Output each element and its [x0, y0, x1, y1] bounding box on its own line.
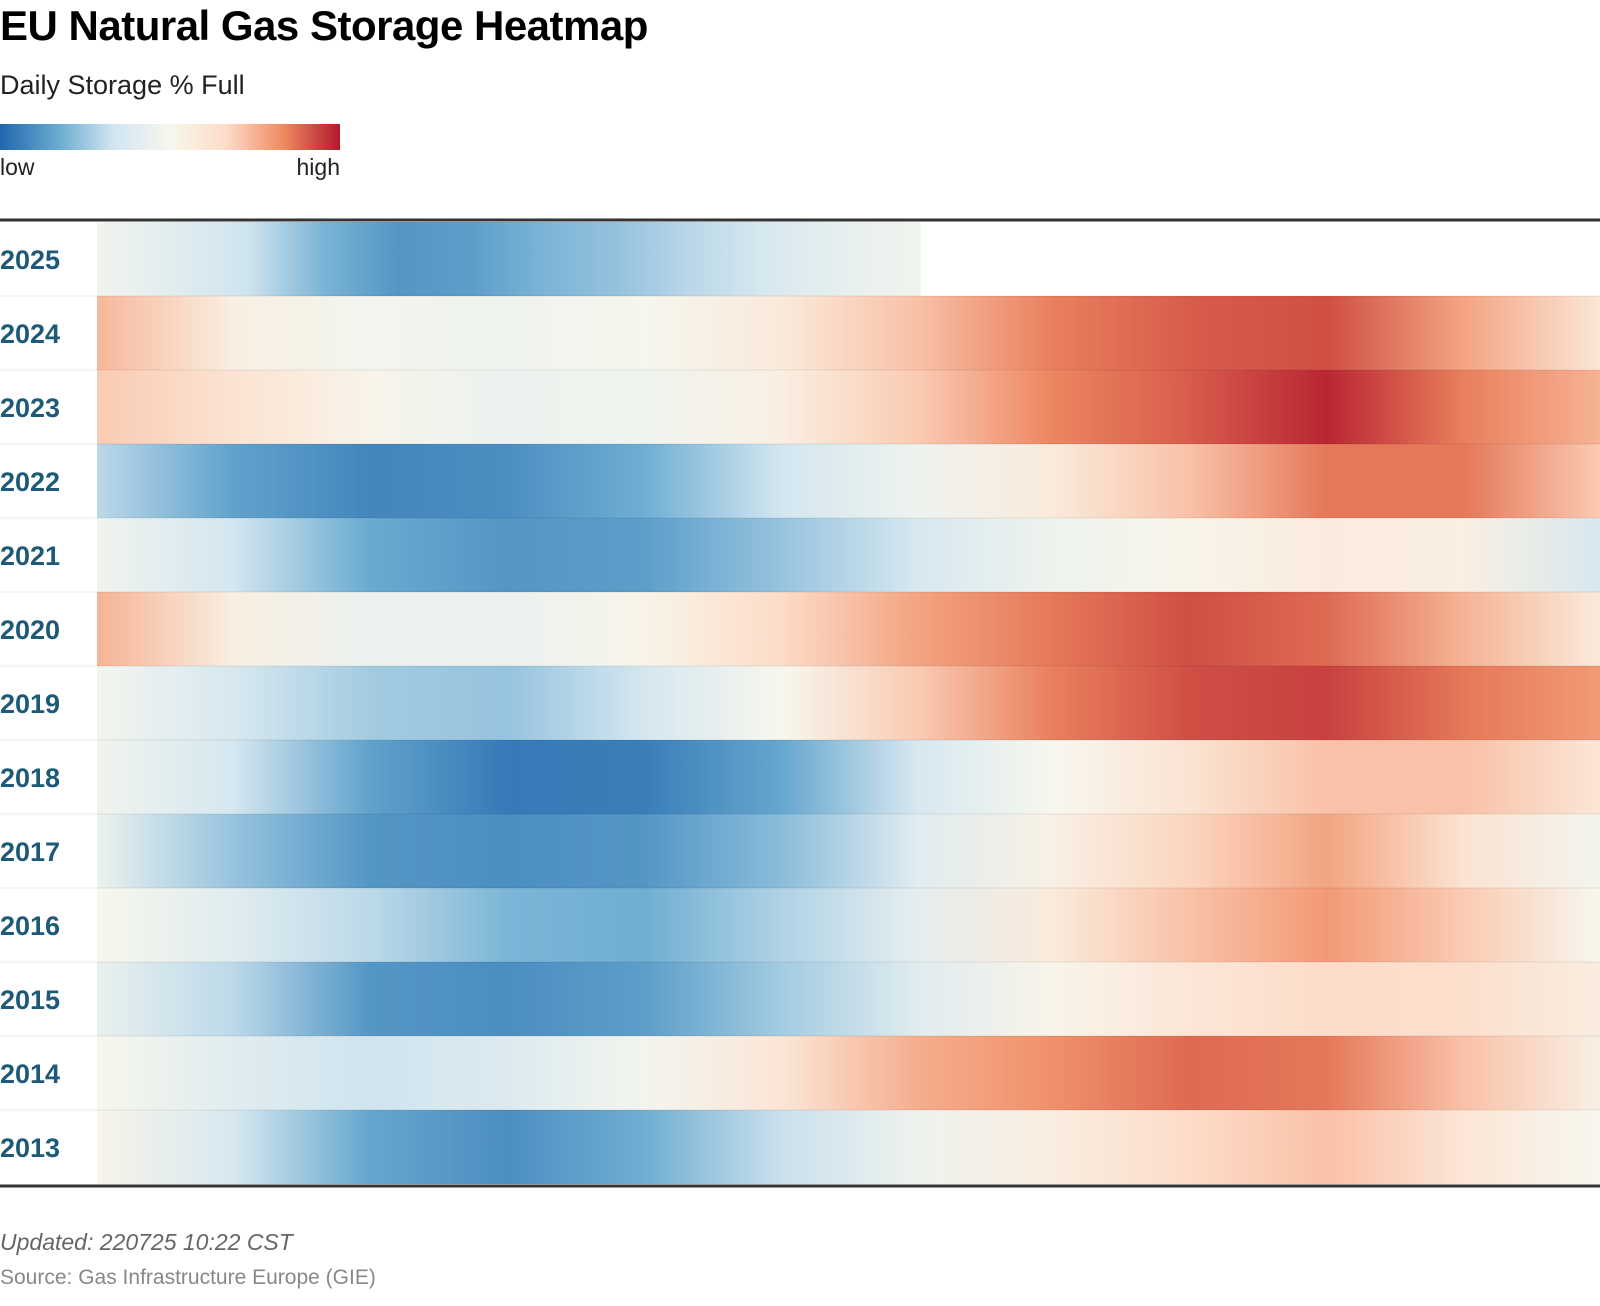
heatmap-row-2017: [97, 814, 1600, 888]
legend-high-label: high: [296, 154, 340, 180]
chart-subtitle: Daily Storage % Full: [0, 70, 245, 100]
heatmap-row-2022: [97, 444, 1600, 518]
heatmap-row-2023: [97, 370, 1600, 444]
legend-low-label: low: [0, 154, 35, 180]
year-label-2015: 2015: [0, 985, 60, 1015]
heatmap-row-2018: [97, 740, 1600, 814]
year-labels: 2025 2024 2023 2022 2021 2020 2019 2018 2017 2016…: [0, 245, 60, 1163]
color-scale-legend: [0, 124, 340, 150]
year-label-2021: 2021: [0, 541, 60, 571]
source-note: Source: Gas Infrastructure Europe (GIE): [0, 1266, 376, 1289]
heatmap-row-2013: [97, 1110, 1600, 1184]
year-label-2025: 2025: [0, 245, 60, 275]
year-label-2014: 2014: [0, 1059, 60, 1089]
heatmap-row-2024: [97, 296, 1600, 370]
year-label-2024: 2024: [0, 319, 60, 349]
year-label-2019: 2019: [0, 689, 60, 719]
heatmap-row-2019: [97, 666, 1600, 740]
heatmap-row-2020: [97, 592, 1600, 666]
year-label-2020: 2020: [0, 615, 60, 645]
heatmap-row-2025: [97, 222, 921, 296]
year-label-2017: 2017: [0, 837, 60, 867]
heatmap-rows: [0, 222, 1600, 1184]
heatmap-row-2016: [97, 888, 1600, 962]
year-label-2018: 2018: [0, 763, 60, 793]
year-label-2013: 2013: [0, 1133, 60, 1163]
year-label-2022: 2022: [0, 467, 60, 497]
heatmap-chart: 2025 2024 2023 2022 2021 2020 2019 2018 2017 2016…: [0, 218, 1600, 1188]
year-label-2023: 2023: [0, 393, 60, 423]
heatmap-row-2014: [97, 1036, 1600, 1110]
heatmap-row-2015: [97, 962, 1600, 1036]
updated-note: Updated: 220725 10:22 CST: [0, 1229, 293, 1255]
heatmap-row-2021: [97, 518, 1600, 592]
chart-title: EU Natural Gas Storage Heatmap: [0, 2, 648, 49]
year-label-2016: 2016: [0, 911, 60, 941]
